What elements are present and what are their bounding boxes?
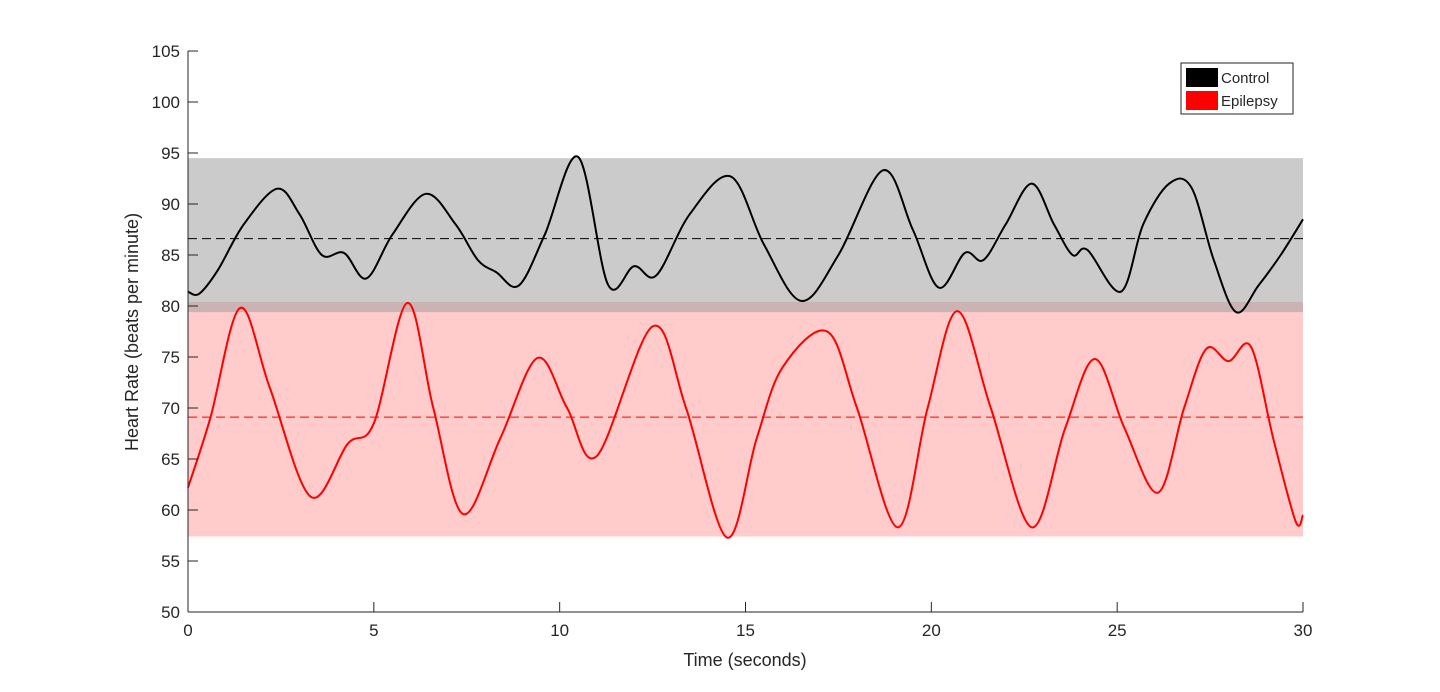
y-tick-label: 70 — [161, 399, 180, 418]
y-tick-label: 100 — [152, 93, 180, 112]
y-tick-label: 65 — [161, 450, 180, 469]
legend-label-control: Control — [1221, 70, 1269, 87]
y-tick-label: 80 — [161, 297, 180, 316]
x-tick-label: 5 — [369, 621, 378, 640]
axes: 0 5 10 15 20 25 30 50 55 60 65 70 75 80 85 90 95 100 105 — [152, 42, 1313, 640]
y-tick-label: 105 — [152, 42, 180, 61]
y-tick-label: 85 — [161, 246, 180, 265]
y-tick-label: 75 — [161, 348, 180, 367]
series-lines — [187, 155, 1304, 539]
series-line-epilepsy — [187, 301, 1304, 539]
x-tick-label: 20 — [922, 621, 941, 640]
y-axis-label: Heart Rate (beats per minute) — [122, 213, 142, 451]
y-tick-label: 90 — [161, 195, 180, 214]
legend-swatch-epilepsy — [1186, 91, 1218, 110]
x-tick-label: 30 — [1294, 621, 1313, 640]
band-control — [188, 158, 1303, 313]
band-epilepsy — [188, 301, 1303, 537]
y-tick-label: 95 — [161, 144, 180, 163]
legend: Control Epilepsy — [1180, 62, 1294, 115]
series-line-control — [187, 155, 1304, 314]
x-tick-label: 0 — [183, 621, 192, 640]
x-tick-label: 25 — [1108, 621, 1127, 640]
x-tick-label: 15 — [736, 621, 755, 640]
y-tick-label: 50 — [161, 603, 180, 622]
mean-lines — [188, 238, 1303, 418]
x-tick-label: 10 — [550, 621, 569, 640]
y-tick-label: 60 — [161, 501, 180, 520]
legend-label-epilepsy: Epilepsy — [1221, 93, 1278, 110]
legend-swatch-control — [1186, 68, 1218, 87]
y-tick-label: 55 — [161, 552, 180, 571]
x-axis-label: Time (seconds) — [683, 650, 806, 670]
confidence-bands — [188, 158, 1303, 537]
